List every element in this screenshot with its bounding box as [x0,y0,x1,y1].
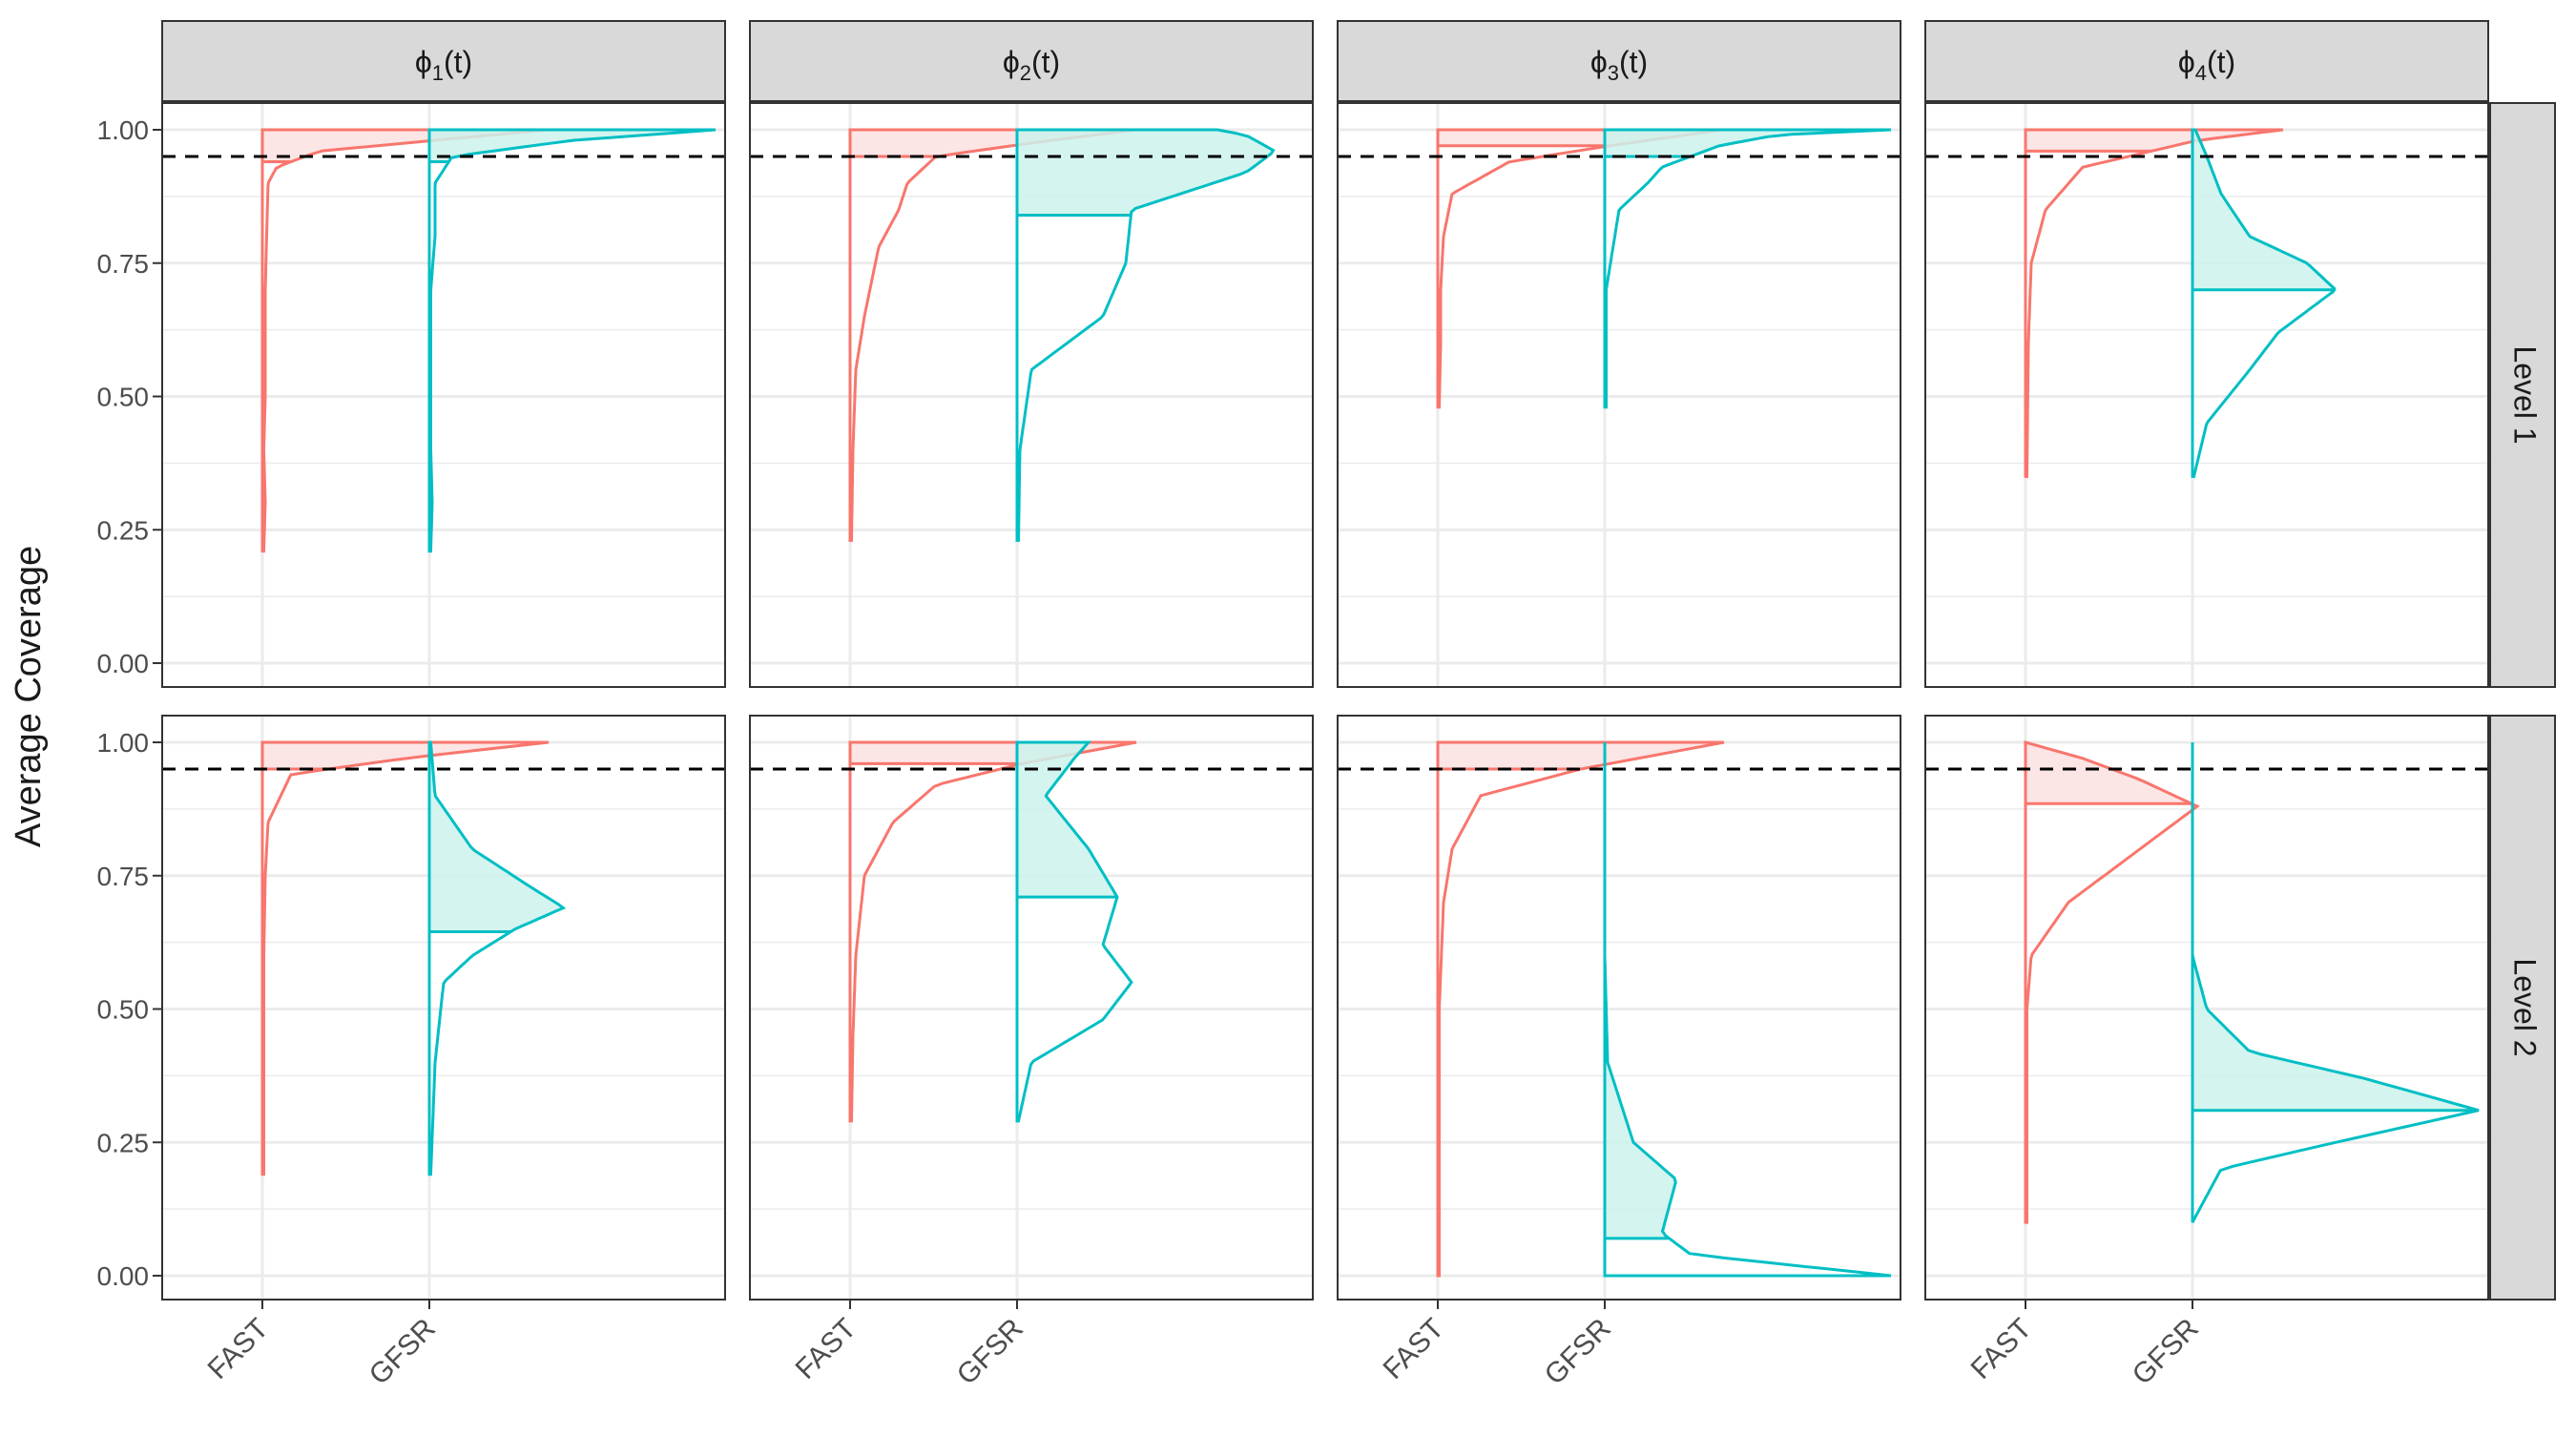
panel-r1-c2 [749,102,1314,688]
y-tick-label: 1.00 [97,728,150,758]
panel-r2-c3 [1337,715,1901,1301]
facet-label-col-3: ϕ3(t) [1590,45,1648,85]
violin-fill-gfsr [429,130,716,162]
facet-label-row-1: Level 1 [2508,345,2543,444]
panel-border [1924,715,2489,1301]
y-tick-label: 0.75 [97,862,150,891]
y-tick-label: 0.00 [97,649,150,678]
violin-fill-fast [262,130,549,162]
violin-outline-fast [260,740,550,1176]
panel-border [1924,102,2489,688]
facet-strip-col-3 [1337,20,1901,102]
panel-r2-c1 [161,715,726,1301]
violin-outline-fast [2024,128,2284,478]
y-tick-label: 1.00 [97,115,150,145]
y-tick-label: 0.50 [97,383,150,412]
facet-label-row-2: Level 2 [2508,958,2543,1056]
violin-outline-fast [1436,740,1725,1278]
y-axis-title: Average Coverage [9,546,49,847]
violin-fill-fast [1438,742,1724,769]
violin-fill-gfsr [429,742,564,932]
y-tick-label: 0.00 [97,1261,150,1291]
panel-r1-c3 [1337,102,1901,688]
panel-border [749,102,1314,688]
facet-strip-col-1 [161,20,726,102]
panel-r1-c4 [1924,102,2489,688]
violin-outline-gfsr [1015,128,1276,542]
facet-label-col-4: ϕ4(t) [2178,45,2235,85]
facet-strip-col-4 [1924,20,2489,102]
violin-outline-fast [848,128,1137,542]
violin-outline-gfsr [2191,128,2337,478]
facet-strip-row-2 [2489,715,2556,1301]
violin-fill-gfsr [2192,742,2479,1111]
violin-fill-gfsr [1605,742,1676,1238]
violin-outline-fast [848,740,1137,1123]
panel-r2-c2 [749,715,1314,1301]
violin-fill-gfsr [2192,130,2336,290]
violin-outline-fast [260,128,550,553]
violin-outline-fast [2024,740,2200,1224]
y-tick-label: 0.75 [97,249,150,279]
violin-outline-gfsr [2191,742,2480,1223]
violin-outline-fast [1436,128,1725,409]
panel-r1-c1 [161,102,726,688]
violin-outline-gfsr [427,128,717,553]
panel-r2-c4 [1924,715,2489,1301]
panel-border [161,715,726,1301]
violin-fill-fast [2025,742,2192,804]
panel-border [1337,102,1901,688]
facet-strip-row-1 [2489,102,2556,688]
y-tick-label: 0.25 [97,515,150,545]
y-tick-label: 0.50 [97,995,150,1025]
violin-fill-gfsr [1017,742,1117,898]
panels-layer: ϕ1(t) ϕ2(t) ϕ3(t) ϕ4(t) Level 1 Level 2 0.00 0.… [97,20,2556,1391]
facet-strip-col-2 [749,20,1314,102]
violin-outline-gfsr [1603,742,1892,1278]
violin-outline-gfsr [1015,740,1133,1123]
panel-border [1337,715,1901,1301]
facet-label-col-2: ϕ2(t) [1003,45,1060,85]
violin-outline-gfsr [427,740,567,1176]
violin-fill-gfsr [1017,130,1274,216]
panel-border [749,715,1314,1301]
panel-border [161,102,726,688]
violin-outline-gfsr [1603,128,1892,409]
violin-fill-fast [2025,130,2283,152]
y-tick-label: 0.25 [97,1128,150,1157]
violin-fill-gfsr [1605,130,1891,156]
facet-label-col-1: ϕ1(t) [415,45,472,85]
